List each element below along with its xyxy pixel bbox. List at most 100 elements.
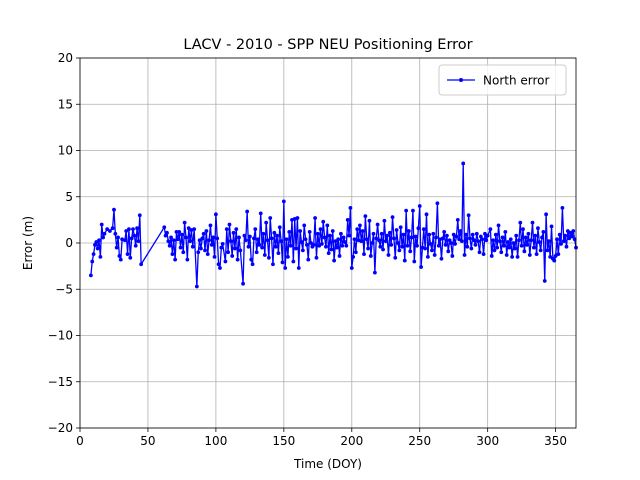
point bbox=[504, 253, 509, 257]
point bbox=[201, 231, 206, 236]
point bbox=[469, 246, 474, 251]
point bbox=[439, 256, 444, 261]
point bbox=[556, 252, 561, 256]
point bbox=[416, 226, 421, 231]
point bbox=[260, 245, 264, 250]
point bbox=[495, 245, 500, 250]
point bbox=[253, 227, 258, 232]
point bbox=[306, 257, 311, 262]
point bbox=[345, 217, 350, 222]
point bbox=[124, 229, 129, 233]
plot-area bbox=[88, 161, 578, 289]
point bbox=[484, 238, 489, 243]
point bbox=[188, 239, 192, 244]
point bbox=[344, 243, 349, 248]
point bbox=[453, 242, 457, 246]
point bbox=[280, 260, 285, 265]
point bbox=[432, 253, 437, 257]
point bbox=[419, 265, 423, 269]
point bbox=[296, 266, 301, 270]
point bbox=[170, 252, 175, 256]
point bbox=[530, 220, 535, 225]
point bbox=[307, 230, 312, 234]
point bbox=[506, 240, 510, 244]
legend-label: North error bbox=[483, 74, 549, 88]
point bbox=[107, 229, 112, 233]
point bbox=[341, 235, 346, 240]
point bbox=[498, 239, 502, 244]
y-tick-label: 10 bbox=[58, 144, 73, 158]
point bbox=[557, 232, 562, 237]
point bbox=[137, 213, 142, 218]
point bbox=[277, 225, 282, 230]
point bbox=[219, 245, 224, 250]
point bbox=[508, 237, 513, 242]
point bbox=[446, 249, 451, 254]
x-tick-label: 150 bbox=[272, 434, 295, 448]
point bbox=[192, 227, 197, 232]
point bbox=[294, 246, 298, 251]
x-tick-label: 300 bbox=[476, 434, 499, 448]
point bbox=[537, 240, 542, 244]
point bbox=[328, 233, 332, 238]
legend-marker bbox=[459, 78, 463, 82]
point bbox=[442, 230, 447, 234]
point bbox=[555, 237, 559, 242]
point bbox=[515, 254, 520, 259]
point bbox=[343, 240, 347, 244]
point bbox=[417, 204, 422, 208]
point bbox=[223, 259, 228, 264]
point bbox=[226, 250, 231, 255]
point bbox=[510, 254, 515, 259]
point bbox=[540, 235, 544, 240]
point bbox=[431, 231, 436, 236]
point bbox=[97, 238, 101, 243]
point bbox=[459, 239, 464, 244]
point bbox=[309, 241, 313, 245]
point bbox=[169, 235, 173, 240]
point bbox=[364, 237, 369, 242]
point bbox=[237, 235, 241, 240]
point bbox=[250, 262, 255, 267]
point bbox=[276, 251, 281, 256]
point bbox=[291, 259, 296, 264]
point bbox=[381, 247, 385, 252]
point bbox=[485, 233, 490, 238]
point bbox=[200, 236, 205, 241]
point bbox=[340, 243, 345, 248]
point bbox=[212, 254, 217, 259]
point bbox=[330, 229, 335, 233]
point bbox=[481, 252, 486, 256]
point bbox=[405, 243, 410, 248]
point bbox=[319, 242, 324, 246]
point bbox=[423, 246, 428, 251]
point bbox=[492, 248, 497, 253]
point bbox=[174, 230, 179, 234]
point bbox=[135, 226, 139, 231]
point bbox=[548, 254, 553, 259]
point bbox=[228, 239, 233, 244]
point bbox=[383, 239, 388, 244]
point bbox=[281, 199, 286, 204]
point bbox=[359, 239, 364, 244]
point bbox=[527, 253, 532, 257]
point bbox=[261, 231, 266, 236]
point bbox=[480, 237, 485, 242]
x-tick-label: 200 bbox=[340, 434, 363, 448]
point bbox=[552, 258, 557, 263]
point bbox=[208, 223, 213, 228]
point bbox=[283, 266, 288, 270]
point bbox=[91, 252, 96, 256]
point bbox=[499, 250, 504, 255]
point bbox=[445, 233, 449, 238]
point bbox=[333, 239, 338, 244]
point bbox=[462, 253, 467, 257]
point bbox=[474, 231, 479, 236]
point bbox=[88, 273, 93, 278]
y-axis-label: Error (m) bbox=[21, 216, 35, 270]
point bbox=[436, 243, 441, 248]
point bbox=[300, 248, 305, 253]
point bbox=[389, 242, 394, 247]
point bbox=[473, 242, 478, 247]
point bbox=[197, 238, 202, 243]
